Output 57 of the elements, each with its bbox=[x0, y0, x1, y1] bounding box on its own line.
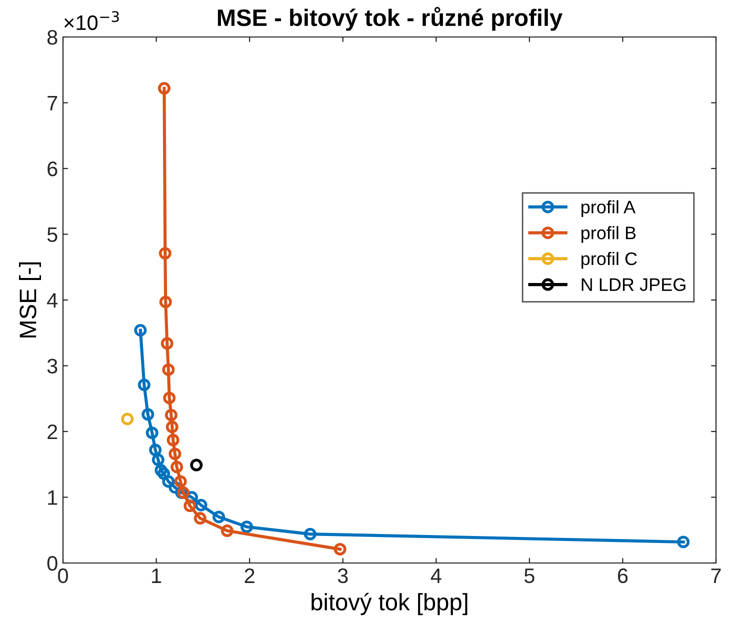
point bbox=[170, 460, 184, 474]
x-tick-label: 1 bbox=[152, 568, 162, 583]
point bbox=[154, 464, 168, 477]
y-axis-title: MSE [-] bbox=[18, 262, 41, 338]
point bbox=[164, 408, 178, 422]
point bbox=[146, 426, 158, 440]
legend-label: profil C bbox=[582, 252, 637, 269]
point bbox=[121, 412, 134, 426]
point bbox=[166, 420, 178, 434]
point bbox=[166, 434, 180, 446]
point bbox=[168, 448, 182, 460]
y-tick-label: 8 bbox=[47, 30, 58, 45]
point bbox=[158, 82, 170, 95]
x-tick-label: 4 bbox=[430, 568, 442, 583]
point bbox=[194, 498, 208, 512]
point bbox=[159, 296, 172, 308]
x-tick-label: 5 bbox=[524, 568, 534, 584]
point bbox=[162, 363, 175, 376]
x-tick-label: 0 bbox=[58, 568, 68, 584]
point bbox=[184, 500, 196, 512]
point bbox=[304, 528, 316, 540]
x-axis-title: bitový tok [bpp] bbox=[312, 592, 468, 616]
point bbox=[163, 392, 176, 404]
point bbox=[212, 510, 226, 524]
y-tick-label: 7 bbox=[48, 96, 58, 110]
y-tick-label: 2 bbox=[48, 424, 58, 440]
point bbox=[194, 512, 206, 525]
x-tick-label: 2 bbox=[244, 568, 254, 583]
x-tick-label: 7 bbox=[711, 568, 721, 583]
y-tick-label: 4 bbox=[47, 293, 58, 308]
y-tick-label: 0 bbox=[47, 556, 58, 571]
point bbox=[152, 454, 164, 466]
point bbox=[190, 458, 203, 472]
point bbox=[677, 536, 690, 548]
point bbox=[134, 324, 147, 336]
y-tick-label: 5 bbox=[47, 227, 58, 242]
point bbox=[174, 475, 187, 488]
legend-label: profil A bbox=[582, 200, 636, 218]
y-tick-label: 1 bbox=[48, 490, 58, 505]
point bbox=[149, 444, 162, 456]
y-tick-label: 6 bbox=[48, 162, 58, 176]
point bbox=[158, 467, 170, 480]
x-tick-label: 6 bbox=[618, 568, 628, 584]
legend-label: profil B bbox=[582, 226, 636, 243]
chart-title: MSE - bitový tok - různé profily bbox=[218, 6, 563, 31]
point bbox=[160, 337, 174, 350]
point bbox=[240, 520, 254, 534]
point bbox=[162, 475, 175, 488]
point bbox=[220, 524, 234, 538]
point bbox=[142, 408, 154, 421]
point bbox=[158, 247, 172, 260]
legend-label: N LDR JPEG bbox=[582, 278, 686, 292]
y-tick-label: 3 bbox=[47, 358, 58, 374]
text: ×10$^{−3}$ bbox=[64, 11, 119, 30]
point bbox=[334, 542, 346, 556]
x-tick-label: 3 bbox=[338, 568, 348, 584]
point bbox=[138, 378, 150, 392]
